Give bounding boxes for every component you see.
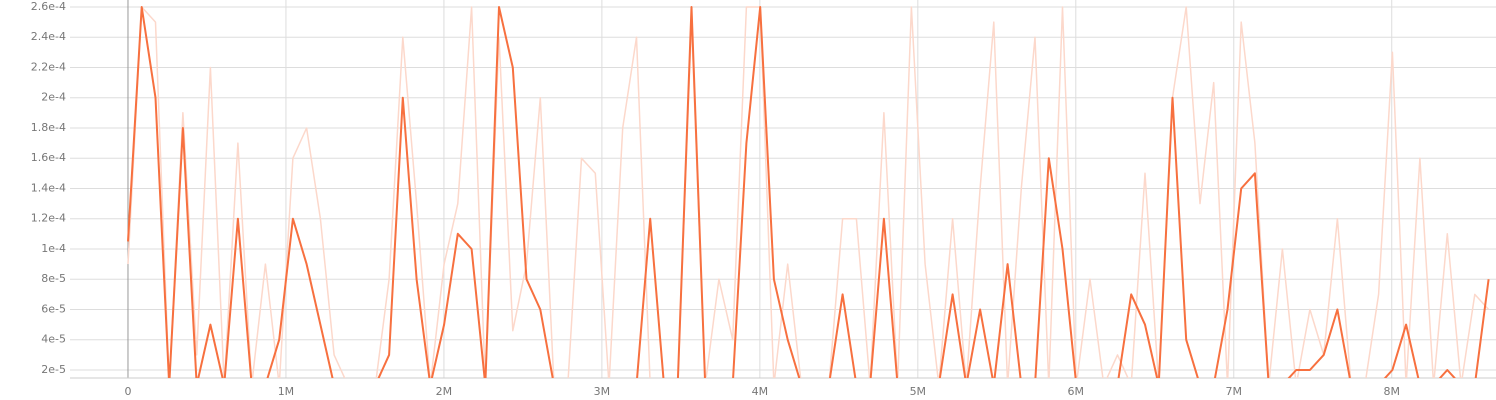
y-tick-label: 2e-5 xyxy=(41,363,66,376)
line-series xyxy=(127,6,1490,378)
x-tick-label: 2M xyxy=(436,385,453,398)
y-tick-label: 1.6e-4 xyxy=(31,151,66,164)
x-tick-label: 0 xyxy=(124,385,131,398)
x-tick-label: 1M xyxy=(278,385,295,398)
x-tick-label: 4M xyxy=(752,385,769,398)
y-tick-label: 1e-4 xyxy=(41,242,66,255)
y-tick-label: 1.8e-4 xyxy=(31,121,66,134)
x-tick-label: 3M xyxy=(594,385,611,398)
line-series xyxy=(127,6,1490,378)
y-tick-label: 1.4e-4 xyxy=(31,181,66,194)
axis-labels: 2e-5 4e-5 6e-5 8e-5 1e-4 1.2e-4 1.4e-4 1.6e-4 1.… xyxy=(31,0,1400,398)
x-tick-label: 7M xyxy=(1226,385,1243,398)
plot-area xyxy=(127,6,1490,378)
y-tick-label: 2.6e-4 xyxy=(31,0,66,13)
x-tick-label: 6M xyxy=(1068,385,1085,398)
y-tick-label: 2.2e-4 xyxy=(31,60,66,73)
y-tick-label: 8e-5 xyxy=(41,272,66,285)
y-tick-label: 2e-4 xyxy=(41,91,66,104)
y-tick-label: 6e-5 xyxy=(41,302,66,315)
y-tick-label: 4e-5 xyxy=(41,333,66,346)
y-tick-label: 1.2e-4 xyxy=(31,212,66,225)
grid xyxy=(70,0,1496,379)
x-tick-label: 8M xyxy=(1383,385,1400,398)
x-tick-label: 5M xyxy=(910,385,927,398)
y-tick-label: 2.4e-4 xyxy=(31,30,66,43)
